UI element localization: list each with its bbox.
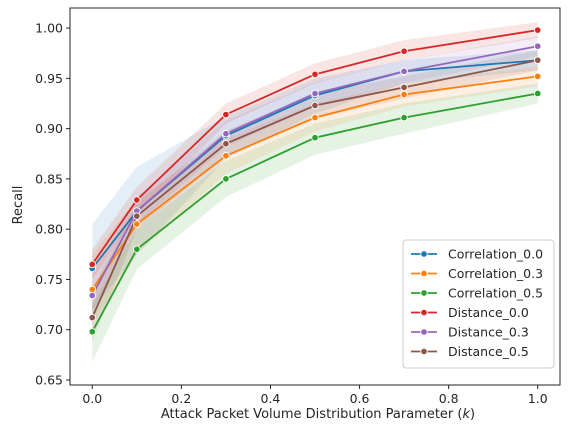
- series-line-2: [91, 92, 538, 333]
- legend-box: [402, 239, 555, 369]
- series-lines: [91, 29, 538, 333]
- x-tick-label: 0.4: [261, 391, 281, 406]
- series-markers: [88, 26, 542, 336]
- y-tick-label: 0.80: [35, 222, 63, 237]
- data-point: [222, 139, 230, 148]
- y-tick-label: 0.65: [35, 372, 63, 387]
- legend-entry-label: Distance_0.3: [448, 325, 529, 340]
- data-point: [222, 152, 230, 160]
- data-point: [311, 113, 319, 122]
- x-tick-label: 0.6: [350, 391, 370, 406]
- y-tick-label: 0.75: [35, 272, 63, 287]
- data-point: [133, 220, 141, 228]
- series-line-4: [91, 45, 538, 296]
- legend-entry-label: Correlation_0.3: [448, 266, 543, 281]
- y-tick-label: 1.00: [35, 21, 63, 36]
- data-point: [533, 56, 542, 65]
- x-tick-label: 1.0: [528, 391, 548, 406]
- data-point: [88, 260, 97, 269]
- plot-frame: [69, 7, 561, 386]
- data-point: [533, 72, 542, 81]
- data-point: [400, 113, 408, 122]
- series-line-5: [91, 59, 538, 319]
- legend: Correlation_0.0 Correlation_0.3 Correlatio…: [402, 239, 555, 369]
- data-point: [311, 133, 319, 142]
- data-point: [311, 70, 319, 79]
- data-point: [88, 327, 97, 336]
- legend-swatch-marker: [420, 269, 428, 278]
- y-axis-label: Recall: [11, 186, 26, 225]
- x-tick-label: 0.2: [171, 391, 191, 406]
- data-point: [222, 110, 230, 119]
- y-tick-label: 0.85: [35, 171, 63, 186]
- legend-entry-label: Correlation_0.5: [448, 286, 543, 301]
- legend-entry-label: Correlation_0.0: [448, 247, 543, 262]
- x-tick-label: 0.8: [439, 391, 459, 406]
- data-point: [88, 291, 97, 300]
- data-point: [400, 67, 408, 76]
- y-tick-label: 0.70: [35, 322, 63, 337]
- data-point: [88, 313, 97, 322]
- x-axis-ticks: 0.0 0.2 0.4 0.6 0.8 1.0: [82, 385, 548, 406]
- y-axis-ticks: 0.65 0.70 0.75 0.80 0.85 0.90 0.95 1.00: [35, 21, 70, 387]
- legend-swatch-marker: [420, 289, 428, 297]
- legend-swatch-marker: [420, 250, 428, 258]
- legend-entry-label: Distance_0.0: [448, 305, 529, 320]
- data-point: [133, 212, 141, 220]
- data-point: [133, 196, 141, 204]
- data-point: [222, 129, 230, 138]
- data-point: [222, 175, 230, 183]
- x-tick-label: 0.0: [82, 391, 102, 406]
- data-point: [400, 90, 408, 99]
- data-point: [311, 101, 319, 110]
- legend-swatch-marker: [420, 308, 428, 317]
- data-point: [533, 42, 542, 50]
- data-point: [400, 83, 408, 92]
- data-point: [133, 245, 141, 254]
- y-tick-label: 0.95: [35, 71, 63, 86]
- x-axis-label: Attack Packet Volume Distribution Parame…: [161, 407, 475, 422]
- data-point: [400, 47, 408, 55]
- series-line-0: [91, 59, 538, 269]
- legend-entry-label: Distance_0.5: [448, 344, 529, 359]
- y-tick-label: 0.90: [35, 121, 63, 136]
- data-point: [311, 89, 319, 98]
- legend-swatch-marker: [420, 347, 428, 356]
- legend-swatch-marker: [420, 328, 428, 336]
- series-line-3: [91, 29, 538, 265]
- data-point: [533, 26, 542, 34]
- data-point: [533, 89, 542, 98]
